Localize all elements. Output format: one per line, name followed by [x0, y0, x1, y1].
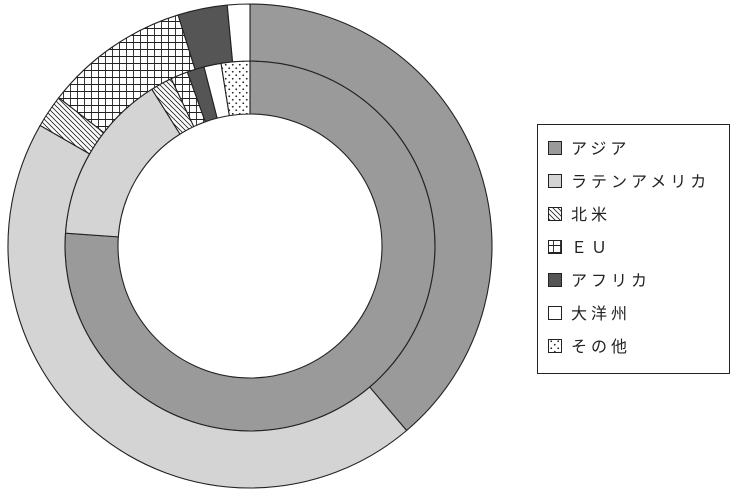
legend-swatch-latin-america [548, 174, 562, 188]
legend-label-eu: ＥＵ [571, 238, 611, 257]
legend-item-north-america: 北米 [548, 205, 611, 224]
legend-item-eu: ＥＵ [548, 238, 611, 257]
legend-item-oceania: 大洋州 [548, 304, 631, 323]
chart-segments [7, 3, 493, 489]
legend-swatch-other [548, 339, 562, 353]
outer-ring-slice-latin-america [7, 124, 408, 489]
legend-swatch-africa [548, 273, 562, 287]
legend-swatch-asia [548, 141, 562, 155]
chart-legend: アジア ラテンアメリカ 北米 ＥＵ アフリカ 大洋州 その他 [537, 124, 730, 374]
legend-label-other: その他 [571, 337, 631, 356]
legend-label-oceania: 大洋州 [571, 304, 631, 323]
legend-label-africa: アフリカ [571, 271, 651, 290]
legend-item-asia: アジア [548, 139, 630, 158]
legend-swatch-north-america [548, 207, 562, 221]
legend-item-africa: アフリカ [548, 271, 651, 290]
legend-label-asia: アジア [571, 139, 630, 158]
legend-swatch-eu [548, 240, 562, 254]
legend-border [537, 124, 730, 374]
legend-item-latin-america: ラテンアメリカ [548, 172, 710, 191]
legend-swatch-oceania [548, 306, 562, 320]
legend-label-north-america: 北米 [571, 205, 611, 224]
outer-ring-slice-oceania [226, 3, 251, 63]
legend-item-other: その他 [548, 337, 631, 356]
outer-ring-slice-asia [249, 3, 493, 432]
legend-label-latin-america: ラテンアメリカ [571, 172, 710, 191]
